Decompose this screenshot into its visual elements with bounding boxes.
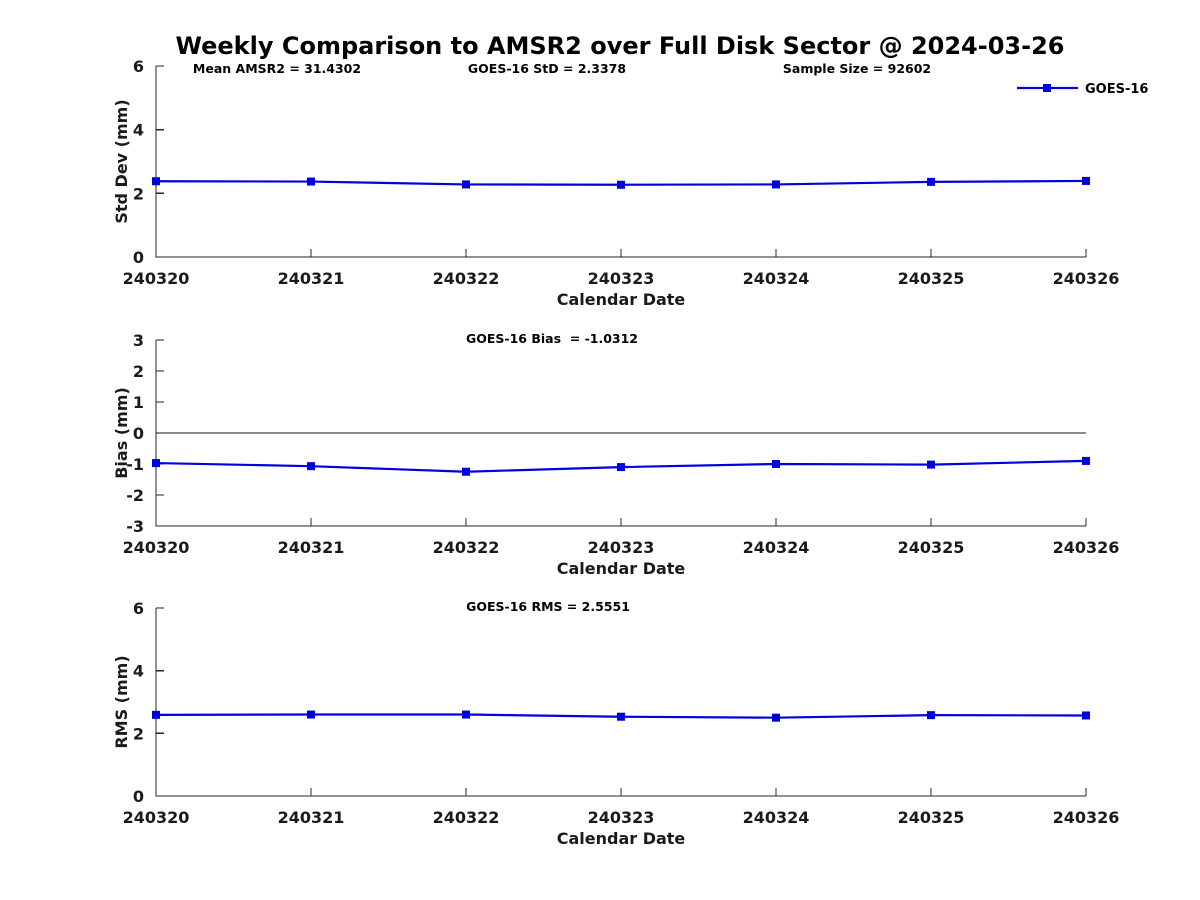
x-tick-label: 240324 [743,808,810,827]
x-axis-label: Calendar Date [557,829,686,848]
x-tick-label: 240325 [898,538,965,557]
y-tick-label: 4 [133,662,144,681]
y-tick-label: 0 [133,787,144,806]
x-tick-label: 240320 [123,269,190,288]
axis-spine [155,608,1086,797]
x-tick-label: 240322 [433,269,500,288]
y-axis-label: Bias (mm) [112,387,131,479]
y-tick-label: 6 [133,57,144,76]
data-point-marker [1082,711,1090,720]
annotation-text: Mean AMSR2 = 31.4302 [193,61,361,76]
data-point-marker [1082,456,1090,465]
y-tick-label: 0 [133,424,144,443]
y-tick-label: 4 [133,121,144,140]
data-point-marker [462,710,470,719]
x-tick-label: 240324 [743,538,810,557]
data-point-marker [617,180,625,189]
data-point-marker [927,711,935,720]
x-tick-label: 240322 [433,538,500,557]
y-axis-label: Std Dev (mm) [112,99,131,223]
x-tick-label: 240322 [433,808,500,827]
x-tick-label: 240323 [588,538,655,557]
subplot-bias: -3 -2 -1 0 1 2 3 240320 240321 240322 240323 240324… [112,331,1119,578]
legend: GOES-16 [1017,82,1148,97]
data-point-marker [772,180,780,189]
data-point-marker [772,713,780,722]
x-tick-label: 240321 [278,269,345,288]
data-point-marker [927,460,935,469]
data-point-marker [307,710,315,719]
x-tick-label: 240326 [1053,538,1120,557]
x-tick-label: 240320 [123,808,190,827]
x-tick-label: 240323 [588,269,655,288]
y-tick-label: 2 [133,724,144,743]
x-tick-label: 240325 [898,269,965,288]
x-axis-label: Calendar Date [557,290,686,309]
data-point-marker [462,180,470,189]
y-tick-label: 0 [133,248,144,267]
data-point-marker [1082,176,1090,185]
x-tick-label: 240326 [1053,808,1120,827]
legend-marker [1043,84,1051,92]
data-point-marker [152,177,160,186]
data-point-marker [927,177,935,186]
annotation-text: GOES-16 RMS = 2.5551 [466,599,630,614]
annotation-text: GOES-16 Bias = -1.0312 [466,331,638,346]
x-axis-label: Calendar Date [557,559,686,578]
axis-spine [155,66,1086,258]
x-tick-label: 240325 [898,808,965,827]
x-tick-label: 240321 [278,538,345,557]
data-point-marker [307,177,315,186]
y-tick-label: 2 [133,362,144,381]
data-point-marker [152,459,160,468]
data-point-marker [617,712,625,721]
x-tick-label: 240326 [1053,269,1120,288]
y-tick-label: -2 [126,486,144,505]
figure-title: Weekly Comparison to AMSR2 over Full Dis… [176,32,1065,60]
x-tick-label: 240323 [588,808,655,827]
legend-label: GOES-16 [1085,82,1148,97]
y-tick-label: 3 [133,331,144,350]
data-point-marker [307,462,315,471]
y-tick-label: 2 [133,184,144,203]
annotation-text: Sample Size = 92602 [783,61,931,76]
y-tick-label: -3 [126,517,144,536]
data-point-marker [462,467,470,476]
y-axis-label: RMS (mm) [112,655,131,748]
subplot-stddev: 0 2 4 6 240320 240321 240322 240323 240324 240325… [112,57,1148,309]
y-tick-label: -1 [126,455,144,474]
y-tick-label: 6 [133,599,144,618]
x-tick-label: 240324 [743,269,810,288]
x-tick-label: 240321 [278,808,345,827]
data-point-marker [617,463,625,472]
y-tick-label: 1 [133,393,144,412]
data-point-marker [152,710,160,719]
subplot-rms: 0 2 4 6 240320 240321 240322 240323 240324 240325… [112,599,1119,848]
annotation-text: GOES-16 StD = 2.3378 [468,61,626,76]
data-point-marker [772,460,780,468]
x-tick-label: 240320 [123,538,190,557]
